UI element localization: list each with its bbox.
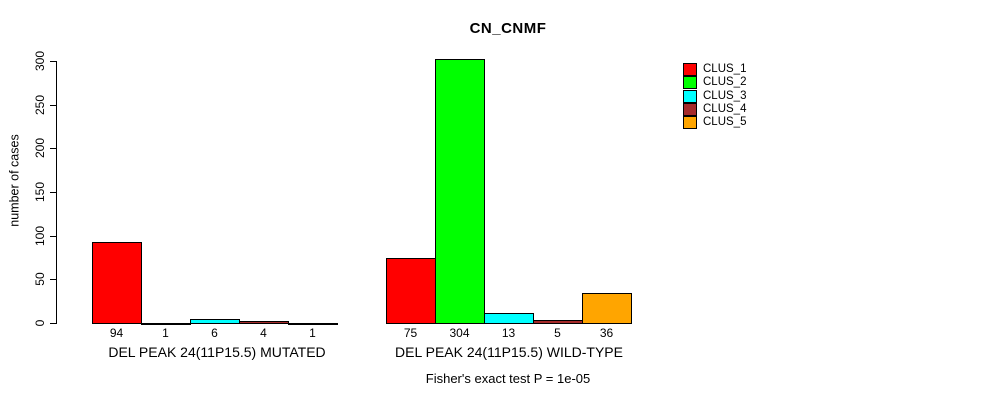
bar-clus_2-group-1 <box>141 323 191 325</box>
legend-label-clus-1: CLUS_1 <box>703 63 747 76</box>
legend-item-clus-3: CLUS_3 <box>683 89 747 103</box>
group-label-wild-type: DEL PEAK 24(11P15.5) WILD-TYPE <box>395 344 623 360</box>
legend: CLUS_1 CLUS_2 CLUS_3 CLUS_4 CLUS_5 <box>683 63 747 130</box>
y-tick-label: 100 <box>33 225 47 247</box>
fisher-test-annotation: Fisher's exact test P = 1e-05 <box>425 371 591 386</box>
bar-value-label: 6 <box>211 326 218 340</box>
bar-clus_3-group-1 <box>190 319 240 324</box>
bar-clus_4-group-2 <box>533 320 583 324</box>
legend-item-clus-1: CLUS_1 <box>683 63 747 77</box>
y-tick <box>50 192 56 193</box>
legend-label-clus-5: CLUS_5 <box>703 116 747 129</box>
y-tick-label: 0 <box>33 319 47 327</box>
bar-clus_1-group-1 <box>92 242 142 324</box>
y-tick <box>50 279 56 280</box>
chart-title: CN_CNMF <box>469 20 547 37</box>
y-tick-label: 200 <box>33 137 47 159</box>
y-tick <box>50 105 56 106</box>
legend-item-clus-4: CLUS_4 <box>683 103 747 117</box>
legend-label-clus-4: CLUS_4 <box>703 103 747 116</box>
legend-swatch-clus-1 <box>683 63 697 77</box>
bar-value-label: 4 <box>260 326 267 340</box>
bar-value-label: 1 <box>162 326 169 340</box>
legend-swatch-clus-2 <box>683 76 697 90</box>
legend-label-clus-3: CLUS_3 <box>703 89 747 102</box>
y-axis-line <box>56 61 57 324</box>
legend-item-clus-2: CLUS_2 <box>683 76 747 90</box>
y-tick <box>50 236 56 237</box>
group-label-mutated: DEL PEAK 24(11P15.5) MUTATED <box>108 344 326 360</box>
legend-label-clus-2: CLUS_2 <box>703 76 747 89</box>
bar-clus_3-group-2 <box>484 313 534 324</box>
bar-clus_1-group-2 <box>386 258 436 324</box>
bar-clus_5-group-2 <box>582 293 632 324</box>
y-tick <box>50 61 56 62</box>
legend-swatch-clus-3 <box>683 89 697 103</box>
y-tick-label: 300 <box>33 50 47 72</box>
bar-value-label: 36 <box>599 326 614 340</box>
y-tick-label: 150 <box>33 181 47 203</box>
legend-item-clus-5: CLUS_5 <box>683 116 747 130</box>
bar-value-label: 304 <box>449 326 470 340</box>
y-tick-label: 250 <box>33 94 47 116</box>
bar-value-label: 13 <box>501 326 516 340</box>
bar-clus_2-group-2 <box>435 59 485 324</box>
y-tick <box>50 323 56 324</box>
bar-value-label: 75 <box>403 326 418 340</box>
bar-value-label: 94 <box>109 326 124 340</box>
bar-clus_4-group-1 <box>239 321 289 324</box>
y-tick <box>50 148 56 149</box>
legend-swatch-clus-4 <box>683 103 697 117</box>
bar-value-label: 1 <box>309 326 316 340</box>
bar-value-label: 5 <box>554 326 561 340</box>
bar-clus_5-group-1 <box>288 323 338 325</box>
y-tick-label: 50 <box>33 272 47 286</box>
legend-swatch-clus-5 <box>683 116 697 130</box>
